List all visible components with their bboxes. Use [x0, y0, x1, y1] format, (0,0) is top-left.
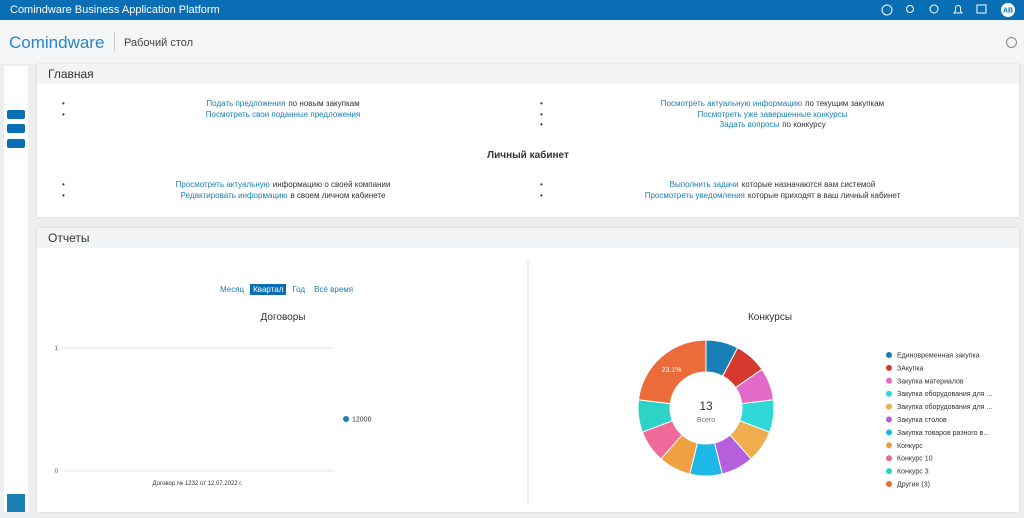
period-button[interactable]: Всё время [314, 285, 354, 294]
link[interactable]: Посмотреть уже завершенные конкурсы [697, 109, 848, 119]
legend-label: Конкурс 10 [897, 456, 933, 463]
users-icon[interactable] [929, 4, 939, 14]
period-button[interactable]: Год [292, 285, 306, 294]
legend-label: Конкурс 3 [897, 469, 929, 476]
link-text: по новым закупкам [288, 99, 360, 108]
total-value: 13 [699, 399, 713, 413]
top-bar: Comindware Business Application Platform… [0, 0, 1024, 20]
page-title: Рабочий стол [124, 37, 194, 49]
bell-icon[interactable] [953, 5, 963, 14]
legend-label: Закупка товаров разного в... [897, 430, 989, 437]
panel-title: Отчеты [48, 231, 90, 245]
legend-label: ЗАкупка [897, 365, 924, 372]
chart-title: Договоры [261, 312, 306, 323]
legend-marker [886, 442, 892, 449]
link[interactable]: Редактировать информацию [180, 190, 288, 200]
legend-label: Закупка материалов [897, 378, 964, 385]
donut-segment [637, 339, 707, 405]
data-label: 23.1% [662, 367, 682, 374]
sidebar-button[interactable] [7, 110, 25, 119]
list-item: Посмотреть уже завершенные конкурсы [540, 110, 1005, 121]
legend-label: Закупка столов [897, 417, 947, 424]
link[interactable]: Посмотреть свои поданные предложения [205, 109, 361, 119]
panel-title: Главная [48, 67, 94, 81]
charts: Договоры 0 1 Договор № 1232 от 12.07.2022 г… [55, 260, 992, 505]
x-tick-label: Договор № 1232 от 12.07.2022 г. [153, 480, 243, 487]
legend-label: Единовременная закупка [897, 353, 980, 360]
link-text: по конкурсу [782, 120, 826, 129]
legend-label: 12000 [352, 417, 372, 424]
flag-icon[interactable] [976, 4, 987, 14]
link[interactable]: Посмотреть актуальную информацию [660, 99, 803, 108]
header: Comindware Рабочий стол [0, 20, 1024, 64]
search-icon[interactable] [906, 5, 914, 13]
link[interactable]: Просмотреть актуальную [175, 180, 270, 189]
section-title: Личный кабинет [487, 150, 569, 161]
legend-marker [886, 481, 892, 487]
link[interactable]: Подать предложения [206, 99, 286, 108]
legend-label: Закупка оборудования для ... [897, 390, 992, 398]
link[interactable]: Выполнить задачи [669, 180, 739, 189]
chart-title: Конкурсы [748, 312, 792, 323]
period-button[interactable]: Квартал [250, 284, 287, 295]
legend-marker [886, 416, 892, 423]
settings-icon[interactable] [1006, 37, 1017, 48]
link-text: по текущим закупкам [805, 99, 885, 108]
help-icon[interactable] [881, 4, 893, 16]
list-item: Посмотреть свои поданные предложения [62, 110, 504, 121]
panel-header: Главная [37, 64, 1019, 84]
period-button[interactable]: Месяц [220, 285, 245, 294]
legend-marker [886, 390, 892, 397]
legend-marker [886, 403, 892, 410]
total-label: Всего [697, 417, 715, 424]
link[interactable]: Задать вопросы [719, 120, 780, 129]
avatar[interactable] [1001, 3, 1015, 17]
legend-label: Конкурс [897, 443, 923, 450]
sidebar-button[interactable] [7, 124, 25, 133]
legend-marker [886, 377, 892, 384]
link-text: которые назначаются вам системой [741, 180, 876, 189]
legend-marker [886, 468, 892, 475]
legend-marker [343, 416, 349, 422]
legend-marker [886, 352, 892, 358]
legend-label: Другие (3) [897, 482, 930, 489]
y-tick-label: 0 [55, 469, 59, 475]
avatar-text: AB [1003, 8, 1013, 15]
link-text: которые приходят в ваш личный кабинет [747, 190, 901, 200]
link-text: в своем личном кабинете [290, 190, 386, 200]
top-icons: AB [881, 3, 1015, 17]
logo: Comindware [9, 33, 105, 52]
y-tick-label: 1 [55, 346, 59, 352]
link-text: информацию о своей компании [272, 180, 391, 189]
link[interactable]: Просмотреть уведомления [644, 190, 745, 200]
app-logo[interactable] [7, 494, 25, 512]
app-title: Comindware Business Application Platform [10, 4, 220, 16]
legend-marker [886, 429, 892, 436]
separator [114, 32, 115, 52]
period-switch: Месяц Квартал Год Всё время [217, 279, 359, 297]
panel-header: Отчеты [37, 228, 1019, 248]
legend-marker [886, 364, 892, 371]
legend-marker [886, 455, 892, 462]
legend-label: Закупка оборудования для ... [897, 403, 992, 411]
sidebar [4, 66, 28, 512]
sidebar-button[interactable] [7, 139, 25, 148]
